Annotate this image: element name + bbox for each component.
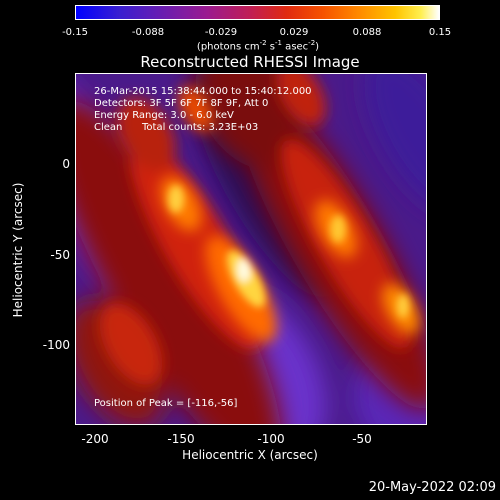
- colorbar-tick-label: -0.088: [131, 27, 165, 38]
- colorbar-tick-label: -0.15: [62, 27, 88, 38]
- energy-range-text: Energy Range: 3.0 - 6.0 keV: [94, 110, 234, 121]
- colorbar-units: (photons cm-2 s-1 asec-2): [196, 39, 320, 53]
- plot-title: Reconstructed RHESSI Image: [140, 53, 360, 71]
- colorbar-tick-label: 0.029: [279, 27, 309, 38]
- y-tick-label: -100: [42, 338, 70, 352]
- colorbar-tick-label: 0.15: [428, 27, 452, 38]
- rhessi-image: [75, 73, 427, 425]
- detectors-text: Detectors: 3F 5F 6F 7F 8F 9F, Att 0: [94, 98, 269, 109]
- method-text: Clean: [94, 122, 123, 133]
- x-tick-label: -200: [81, 432, 109, 446]
- colorbar: [75, 5, 440, 20]
- x-tick-label: -150: [167, 432, 195, 446]
- total-counts-text: Total counts: 3.23E+03: [142, 122, 259, 133]
- x-tick-label: -100: [257, 432, 285, 446]
- emission-peak: [168, 185, 409, 318]
- peak-position-text: Position of Peak = [-116,-56]: [94, 398, 238, 409]
- time-range-text: 26-Mar-2015 15:38:44.000 to 15:40:12.000: [94, 86, 312, 97]
- x-tick-label: -50: [352, 432, 372, 446]
- colorbar-tick-label: 0.088: [352, 27, 382, 38]
- y-tick-label: 0: [62, 157, 70, 171]
- x-axis-label: Heliocentric X (arcsec): [182, 448, 318, 462]
- y-tick-label: -50: [50, 248, 70, 262]
- rhessi-image-canvas: [76, 74, 426, 424]
- colorbar-tick-label: -0.029: [204, 27, 238, 38]
- date-stamp: 20-May-2022 02:09: [368, 480, 496, 495]
- y-axis-label: Heliocentric Y (arcsec): [11, 182, 25, 318]
